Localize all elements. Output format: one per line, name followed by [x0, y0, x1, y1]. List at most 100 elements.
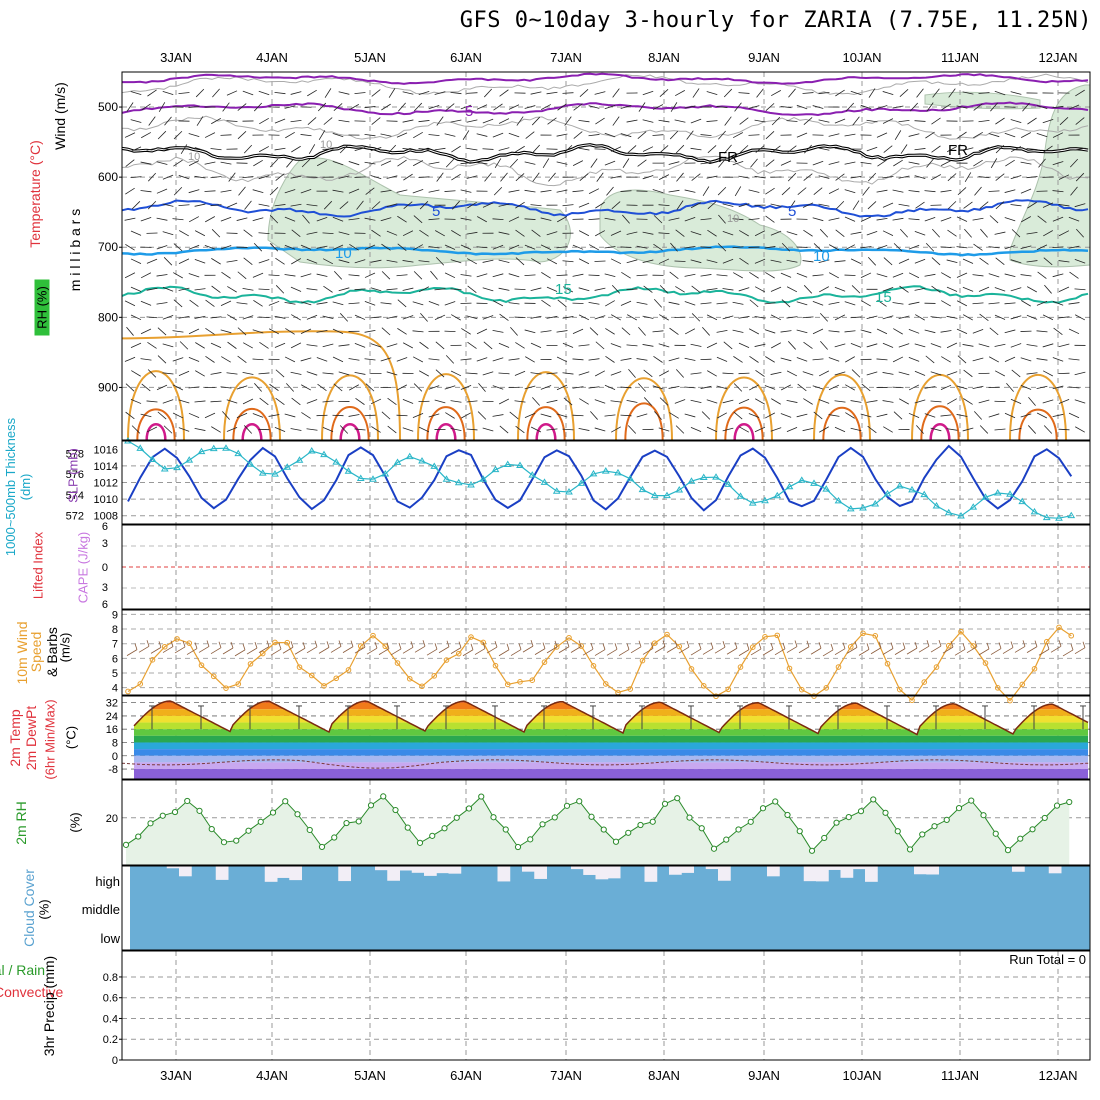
thickness-point [258, 469, 267, 476]
wind-barb [716, 356, 728, 362]
wind-barb [876, 358, 888, 361]
wind-barb [716, 385, 728, 390]
wind-barb [556, 413, 568, 418]
wind-barb [893, 243, 903, 252]
wind-barb [946, 371, 958, 376]
wind-barb [788, 200, 796, 210]
thickness-point [307, 447, 316, 454]
wind-barb [914, 258, 926, 264]
wind-barb [786, 259, 798, 263]
wind-barb [973, 411, 983, 420]
wind-barb [220, 161, 232, 165]
wind-barb [819, 426, 829, 433]
wind-speed-point [921, 679, 928, 685]
wind-barb [914, 148, 926, 151]
cloud-unit-axis-label: (%) [36, 899, 52, 920]
wind-barb [588, 358, 600, 361]
wind-barb [284, 274, 296, 277]
wind-barb [765, 103, 775, 112]
surface-wind-barb [182, 640, 186, 648]
temp-contour-15 [121, 285, 1089, 304]
wind-barb [748, 328, 760, 335]
thickness-point [1067, 511, 1076, 519]
wind-barb [1010, 343, 1022, 348]
rh-point [367, 802, 375, 809]
wind-barb [626, 259, 638, 264]
wind-barb [979, 313, 989, 321]
thickness-point [418, 457, 426, 464]
wind-barb [381, 243, 391, 251]
wind-barb [435, 230, 445, 237]
wind-barb [412, 301, 424, 306]
wind-barb [940, 414, 952, 417]
rh-point [490, 814, 497, 821]
rh-point [649, 818, 656, 825]
surface-wind-barb [890, 642, 894, 649]
wind-barb [483, 88, 493, 98]
surface-wind-barb [582, 648, 594, 656]
wind-barb [852, 200, 860, 211]
wind-barb [499, 89, 509, 97]
wind-barb [515, 342, 525, 349]
wind-barb [898, 119, 910, 123]
minmax-axis-label: (6hr Min/Max) [42, 699, 58, 780]
wind-barb [163, 257, 173, 266]
wind-barb [722, 427, 734, 432]
rh-point [612, 838, 620, 845]
wind-barb [194, 230, 206, 237]
rh-point [821, 834, 828, 842]
wind-barb [882, 91, 894, 96]
wind-barb [924, 329, 936, 334]
wind-barb [348, 188, 360, 194]
wind-barb [178, 399, 190, 404]
surface-wind-barb [498, 649, 510, 657]
wind-barb [420, 312, 428, 322]
wind-barb [739, 145, 749, 154]
wind-barb [675, 144, 685, 154]
cloud-gap [595, 866, 609, 880]
wind-barb [364, 301, 376, 306]
thickness-axis-label: 1000~500mb Thickness (dm) [3, 417, 33, 557]
surface-wind-barb [318, 647, 330, 654]
rh-point [857, 808, 865, 815]
wind-barb [674, 260, 686, 262]
wind-barb [642, 315, 654, 319]
wind-barb [300, 384, 312, 391]
wind-barb [1020, 274, 1032, 277]
wind-barb [796, 357, 808, 362]
wind-barb [653, 355, 663, 363]
wind-barb [290, 175, 302, 179]
wind-barb [508, 104, 520, 110]
wind-barb [706, 259, 718, 264]
wind-barb [515, 229, 525, 237]
temp-tick-label: 0 [112, 751, 118, 763]
surface-wind-barb [770, 642, 774, 650]
wind-barb [964, 172, 972, 183]
wind-barb [572, 160, 584, 167]
thickness-point [895, 481, 904, 489]
pressure-tick-label: 800 [98, 310, 118, 324]
surface-wind-barb [938, 639, 942, 647]
wind-barb [396, 414, 408, 417]
wind-barb [396, 189, 408, 193]
thickness-point [773, 491, 782, 499]
wind-barb [332, 244, 344, 250]
cloud-gap [583, 866, 596, 875]
wind-barb [723, 88, 733, 98]
wind-barb [364, 133, 376, 137]
wind-barb [818, 203, 830, 207]
wind-barb [397, 328, 407, 335]
wind-barb [978, 146, 990, 152]
wind-barb [812, 300, 824, 306]
temp-contour-25 [920, 405, 960, 441]
wind-barb [595, 117, 605, 125]
wind-barb [158, 102, 166, 112]
wind-barb [722, 203, 734, 207]
wind-barb [226, 372, 238, 375]
wind-barb [364, 161, 376, 165]
wind-barb [621, 327, 631, 336]
surface-wind-barb [482, 642, 486, 649]
wind-barb [419, 341, 429, 349]
wind-barb [125, 159, 135, 167]
wind-barb [466, 372, 478, 375]
